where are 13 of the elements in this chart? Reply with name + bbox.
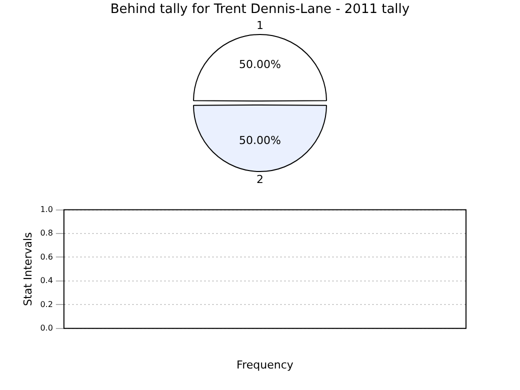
y-axis-title: Stat Intervals (21, 232, 34, 306)
y-tick-label: 0.8 (40, 228, 53, 238)
slice-label: 1 (256, 18, 264, 32)
data-label: 50.00% (238, 58, 282, 72)
data-label: 50.00% (238, 134, 282, 147)
y-tick-label: 0.4 (40, 276, 53, 286)
y-tick-label: 0.2 (40, 300, 53, 309)
y-tick-label: 0.0 (40, 323, 53, 332)
slice-label: 2 (256, 173, 264, 186)
chart-title: Behind tally for Trent Dennis-Lane - 2011 tally (109, 2, 411, 17)
x-axis-title: Frequency (236, 358, 294, 372)
y-tick-label: 0.6 (40, 252, 53, 262)
y-tick-label: 1.0 (40, 204, 53, 214)
